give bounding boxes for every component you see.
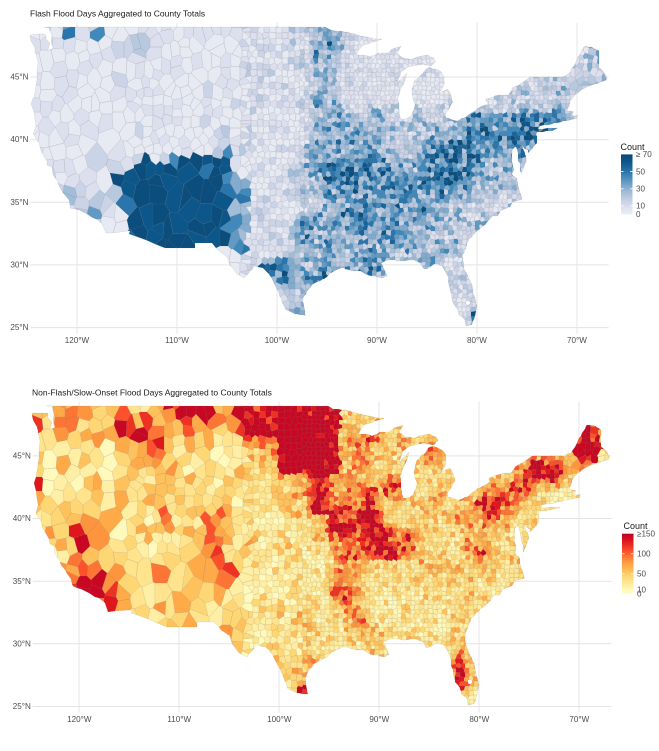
svg-text:70°W: 70°W [569,715,589,724]
svg-text:45°N: 45°N [13,452,31,461]
svg-text:25°N: 25°N [10,323,28,332]
svg-text:90°W: 90°W [367,336,387,345]
svg-text:0: 0 [636,210,641,219]
svg-text:10: 10 [637,586,647,595]
svg-text:100: 100 [637,550,651,559]
svg-text:30: 30 [636,185,646,194]
svg-text:100°W: 100°W [265,336,290,345]
svg-text:35°N: 35°N [13,577,31,586]
svg-text:Flash Flood Days Aggregated to: Flash Flood Days Aggregated to County To… [30,9,205,19]
svg-text:Count: Count [624,521,649,531]
svg-text:50: 50 [636,167,646,176]
svg-text:40°N: 40°N [13,514,31,523]
svg-text:100°W: 100°W [267,715,292,724]
svg-text:110°W: 110°W [165,336,189,345]
svg-text:120°W: 120°W [67,715,92,724]
svg-text:90°W: 90°W [369,715,389,724]
svg-text:110°W: 110°W [167,715,191,724]
svg-text:≥150: ≥150 [637,530,655,539]
svg-text:120°W: 120°W [65,336,90,345]
svg-text:≥ 70: ≥ 70 [636,150,652,159]
svg-text:45°N: 45°N [10,73,28,82]
svg-text:30°N: 30°N [13,639,31,648]
svg-text:25°N: 25°N [13,702,31,711]
svg-text:Count: Count [621,142,646,152]
svg-text:70°W: 70°W [567,336,587,345]
svg-text:80°W: 80°W [467,336,487,345]
svg-text:30°N: 30°N [10,261,28,270]
svg-text:35°N: 35°N [10,198,28,207]
svg-text:40°N: 40°N [10,135,28,144]
svg-text:Non-Flash/Slow-Onset Flood Day: Non-Flash/Slow-Onset Flood Days Aggregat… [32,388,272,398]
svg-text:50: 50 [637,570,647,579]
svg-text:80°W: 80°W [469,715,489,724]
svg-text:10: 10 [636,202,646,211]
svg-text:0: 0 [637,590,642,599]
